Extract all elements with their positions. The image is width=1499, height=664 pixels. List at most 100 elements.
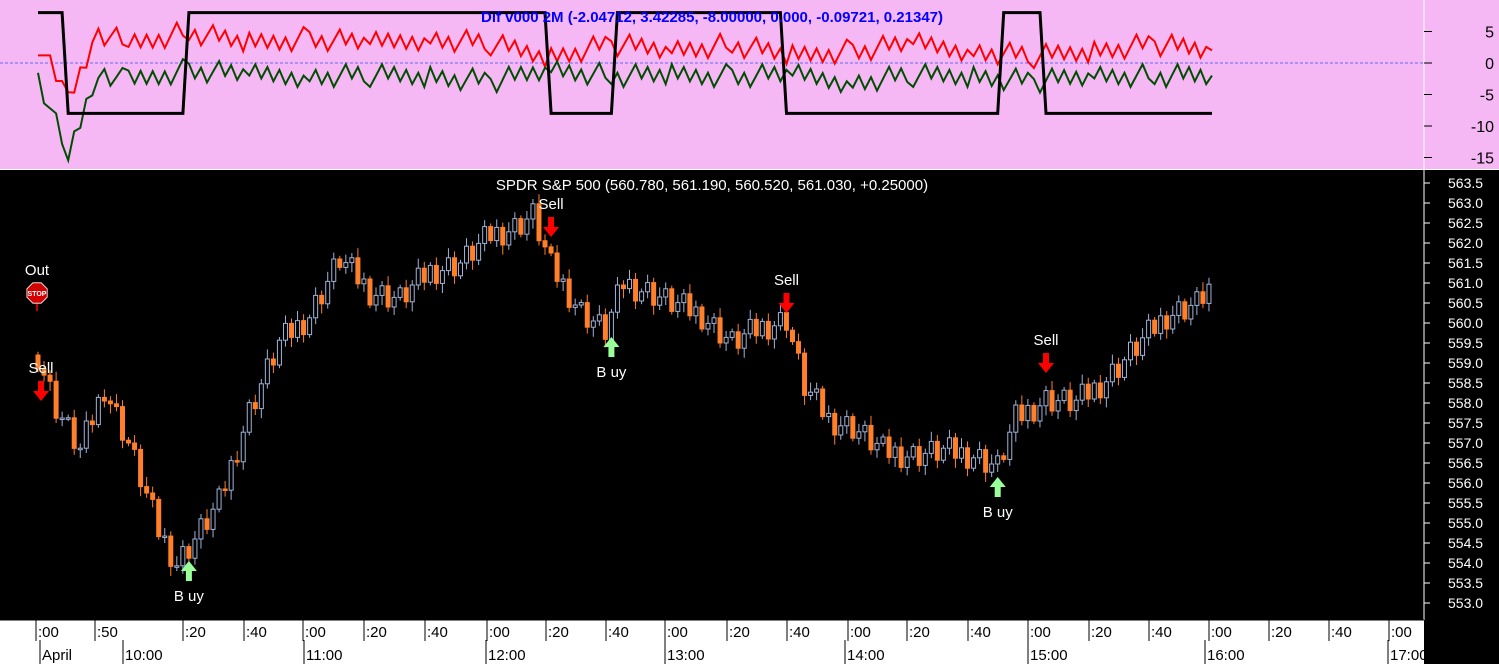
candle-body <box>880 436 886 444</box>
price-tick-label: 559.0 <box>1448 355 1483 371</box>
time-tick-label: :20 <box>366 624 387 641</box>
candle-body <box>1031 404 1037 422</box>
candle-body <box>210 508 216 530</box>
candle-body <box>729 331 735 338</box>
candle-body <box>548 246 554 254</box>
candle-body <box>1037 405 1043 422</box>
time-major-label: 12:00 <box>488 647 526 664</box>
candle-body <box>464 245 470 264</box>
candle-body <box>1152 319 1158 334</box>
candle-body <box>1049 390 1055 412</box>
lower-panel-background <box>0 170 1424 620</box>
candle-body <box>331 258 337 282</box>
candle-body <box>639 291 645 302</box>
sell-arrow-icon <box>1037 353 1054 373</box>
candle-body <box>264 358 270 385</box>
sell-arrow-icon <box>33 381 50 401</box>
upper-y-tick-label: -15 <box>1471 151 1494 168</box>
candle-body <box>1109 363 1115 383</box>
candle-body <box>1164 315 1170 330</box>
candle-body <box>983 449 989 473</box>
candle-body <box>476 242 482 261</box>
candle-body <box>228 460 234 491</box>
candle-body <box>934 440 940 461</box>
candle-body <box>240 431 246 463</box>
candle-body <box>771 325 777 340</box>
candle-body <box>693 306 699 317</box>
time-tick-label: :20 <box>185 624 206 641</box>
candle-body <box>645 282 651 293</box>
candle-body <box>162 535 168 539</box>
candle-body <box>904 456 910 468</box>
time-tick-label: :40 <box>246 624 267 641</box>
candle-body <box>1079 383 1085 401</box>
candle-body <box>898 446 904 468</box>
candle-body <box>379 285 385 296</box>
candle-body <box>246 402 252 433</box>
sell-signal-label: Sell <box>539 196 564 213</box>
candle-body <box>216 488 222 510</box>
time-major-label: April <box>42 647 72 664</box>
candle-body <box>458 262 464 277</box>
candle-body <box>319 294 325 305</box>
candle-body <box>282 322 288 341</box>
candle-body <box>470 245 476 261</box>
candle-body <box>1140 337 1146 356</box>
candle-body <box>1200 291 1206 304</box>
candle-body <box>554 252 560 282</box>
candle-body <box>620 284 626 290</box>
time-tick-label: :20 <box>548 624 569 641</box>
time-tick-label: :50 <box>97 624 118 641</box>
candle-body <box>439 270 445 284</box>
candle-body <box>596 314 602 322</box>
candle-body <box>789 329 795 343</box>
candle-body <box>1121 359 1127 378</box>
candle-body <box>1091 382 1097 400</box>
candle-body <box>53 380 59 419</box>
candle-body <box>916 446 922 466</box>
candle-body <box>367 278 373 306</box>
candle-body <box>258 383 264 410</box>
upper-y-tick-label: 0 <box>1485 56 1494 73</box>
candle-body <box>814 388 820 393</box>
candle-body <box>415 267 421 286</box>
candle-body <box>144 486 150 494</box>
sell-signal-label: Sell <box>29 360 54 377</box>
lower-y-axis: 563.5 563.0 562.5 562.0 561.5 561.0 560.5 560.0… <box>1424 175 1483 611</box>
candle-body <box>186 546 192 559</box>
candle-body <box>1013 404 1019 433</box>
time-tick-label: :40 <box>427 624 448 641</box>
candle-body <box>270 358 276 366</box>
buy-signal-label: B uy <box>983 504 1014 521</box>
sell-signal-label: Sell <box>774 272 799 289</box>
time-tick-label: :00 <box>489 624 510 641</box>
price-tick-label: 562.5 <box>1448 215 1483 231</box>
buy-signal-label: B uy <box>174 588 205 605</box>
candle-body <box>1067 389 1073 412</box>
candle-body <box>89 420 95 426</box>
candle-body <box>512 218 518 233</box>
upper-series-line-2 <box>37 57 1213 164</box>
candle-body <box>307 317 313 336</box>
price-tick-label: 553.0 <box>1448 595 1483 611</box>
candle-body <box>120 406 126 441</box>
time-tick-label: :00 <box>38 624 59 641</box>
candle-body <box>940 447 946 461</box>
candle-body <box>687 293 693 317</box>
upper-y-axis: 5 0 -5 -10 -15 <box>1424 25 1494 168</box>
out-signal-label: Out <box>25 262 50 279</box>
candle-body <box>675 302 681 312</box>
candle-body <box>1043 390 1049 407</box>
price-tick-label: 557.0 <box>1448 435 1483 451</box>
candle-body <box>977 449 983 459</box>
stop-sign-icon <box>26 282 48 304</box>
time-major-label: 10:00 <box>125 647 163 664</box>
candle-body <box>681 293 687 304</box>
lower-panel: STOP Out Sell B uy Sell B uy Sell B uy Sell SPDR… <box>0 169 1499 620</box>
stop-sign-text: STOP <box>28 291 47 298</box>
candle-body <box>910 446 916 458</box>
candle-body <box>584 302 590 328</box>
upper-axis-background <box>1424 0 1499 169</box>
price-tick-label: 558.0 <box>1448 395 1483 411</box>
time-axis-background <box>0 620 1424 664</box>
